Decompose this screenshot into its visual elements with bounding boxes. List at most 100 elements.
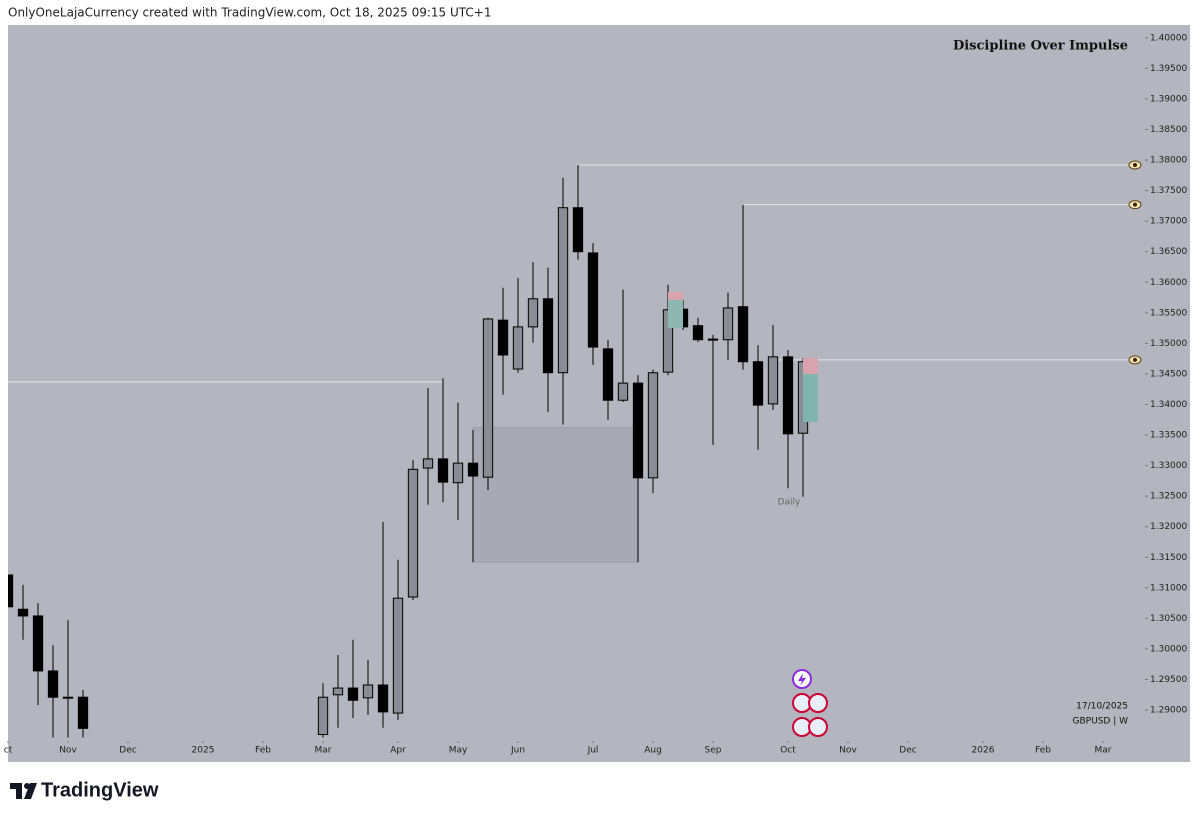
candle-body	[377, 684, 389, 713]
candle-body	[77, 696, 89, 729]
y-tick-label: 1.36500	[1150, 247, 1187, 257]
x-tick-label: Nov	[839, 746, 857, 756]
y-tick-label: 1.39500	[1150, 64, 1187, 74]
candle-body	[617, 382, 629, 401]
y-tick-label: 1.38000	[1150, 156, 1187, 166]
candle-body	[632, 382, 644, 479]
risk-box	[668, 292, 683, 300]
candle-body	[407, 468, 419, 598]
candle-body	[467, 462, 479, 477]
candle-body	[587, 252, 599, 348]
tv-logo	[10, 783, 37, 799]
candle-body	[602, 348, 614, 401]
zone	[472, 427, 639, 563]
y-tick-label: 1.37000	[1150, 217, 1187, 227]
candle-body	[707, 338, 719, 341]
candle-body	[32, 615, 44, 672]
y-tick-label: 1.35500	[1150, 308, 1187, 318]
alert-pupil	[1133, 202, 1137, 207]
candle-body	[62, 696, 74, 699]
x-tick-label: Dec	[119, 746, 136, 756]
date-label: 17/10/2025	[1076, 702, 1128, 712]
x-tick-label: 2025	[192, 746, 215, 756]
candle-body	[737, 306, 749, 363]
candle-body	[17, 608, 29, 617]
x-tick-label: May	[449, 746, 468, 756]
x-tick-label: Dec	[899, 746, 916, 756]
candle-body	[347, 687, 359, 701]
x-tick-label: Oct	[780, 746, 796, 756]
position-tools	[668, 292, 818, 422]
y-tick-label: 1.29000	[1150, 706, 1187, 716]
y-tick-label: 1.36000	[1150, 278, 1187, 288]
candle-body	[527, 298, 539, 328]
y-tick-label: 1.30500	[1150, 614, 1187, 624]
y-tick-label: 1.34000	[1150, 400, 1187, 410]
candle-body	[332, 687, 344, 696]
candle-body	[692, 325, 704, 341]
y-tick-label: 1.33500	[1150, 431, 1187, 441]
lightning	[798, 673, 806, 686]
y-tick-label: 1.32000	[1150, 522, 1187, 532]
y-tick-label: 1.32500	[1150, 492, 1187, 502]
candle-body	[317, 696, 329, 736]
candle-body	[752, 361, 764, 406]
watermark: Discipline Over Impulse	[953, 39, 1128, 54]
risk-box	[803, 358, 818, 374]
candle-body	[47, 670, 59, 698]
candle-body	[437, 458, 449, 483]
candle-body	[767, 356, 779, 405]
x-tick-label: Jun	[510, 746, 525, 756]
candle-body	[647, 372, 659, 479]
y-tick-label: 1.34500	[1150, 369, 1187, 379]
x-tick-label: Mar	[315, 746, 332, 756]
x-tick-label: 2026	[972, 746, 995, 756]
y-tick-label: 1.33000	[1150, 461, 1187, 471]
x-tick-label: Nov	[59, 746, 77, 756]
y-tick-label: 1.40000	[1150, 33, 1187, 43]
x-tick-label: Mar	[1095, 746, 1112, 756]
candle-body	[542, 298, 554, 374]
candle-body	[482, 318, 494, 478]
candle-body	[362, 684, 374, 699]
reward-box	[803, 374, 818, 422]
event-icon[interactable]	[808, 693, 828, 713]
candle-body	[512, 326, 524, 370]
x-tick-label: ct	[4, 746, 13, 756]
chart-panel	[8, 25, 1190, 762]
candle-body	[452, 462, 464, 484]
x-tick-label: Feb	[255, 746, 271, 756]
candle-body	[782, 356, 794, 435]
footer-brand: TradingView	[41, 779, 159, 801]
y-tick-label: 1.37500	[1150, 186, 1187, 196]
candle-body	[497, 319, 509, 356]
x-tick-label: Aug	[644, 746, 662, 756]
alert-pupil	[1133, 357, 1137, 362]
event-icons	[792, 669, 828, 737]
y-tick-label: 1.31500	[1150, 553, 1187, 563]
x-tick-label: Feb	[1035, 746, 1051, 756]
candle-body	[722, 307, 734, 341]
y-tick-label: 1.38500	[1150, 125, 1187, 135]
x-tick-label: Jul	[587, 746, 599, 756]
y-tick-label: 1.31000	[1150, 583, 1187, 593]
candle-body	[557, 207, 569, 374]
candle-body	[392, 597, 404, 714]
y-tick-label: 1.39000	[1150, 94, 1187, 104]
annotation: Daily	[778, 498, 801, 508]
alert-pupil	[1133, 162, 1137, 167]
candle-body	[8, 574, 14, 608]
header-text: OnlyOneLajaCurrency created with Trading…	[8, 6, 492, 20]
y-tick-label: 1.29500	[1150, 675, 1187, 685]
y-tick-label: 1.35000	[1150, 339, 1187, 349]
x-tick-label: Apr	[390, 746, 406, 756]
symbol-label: GBPUSD | W	[1073, 717, 1129, 727]
candle-body	[422, 458, 434, 469]
event-icon[interactable]	[808, 717, 828, 737]
y-tick-label: 1.30000	[1150, 644, 1187, 654]
candle-body	[572, 207, 584, 253]
reward-box	[668, 300, 683, 328]
logo-dot	[24, 783, 30, 789]
